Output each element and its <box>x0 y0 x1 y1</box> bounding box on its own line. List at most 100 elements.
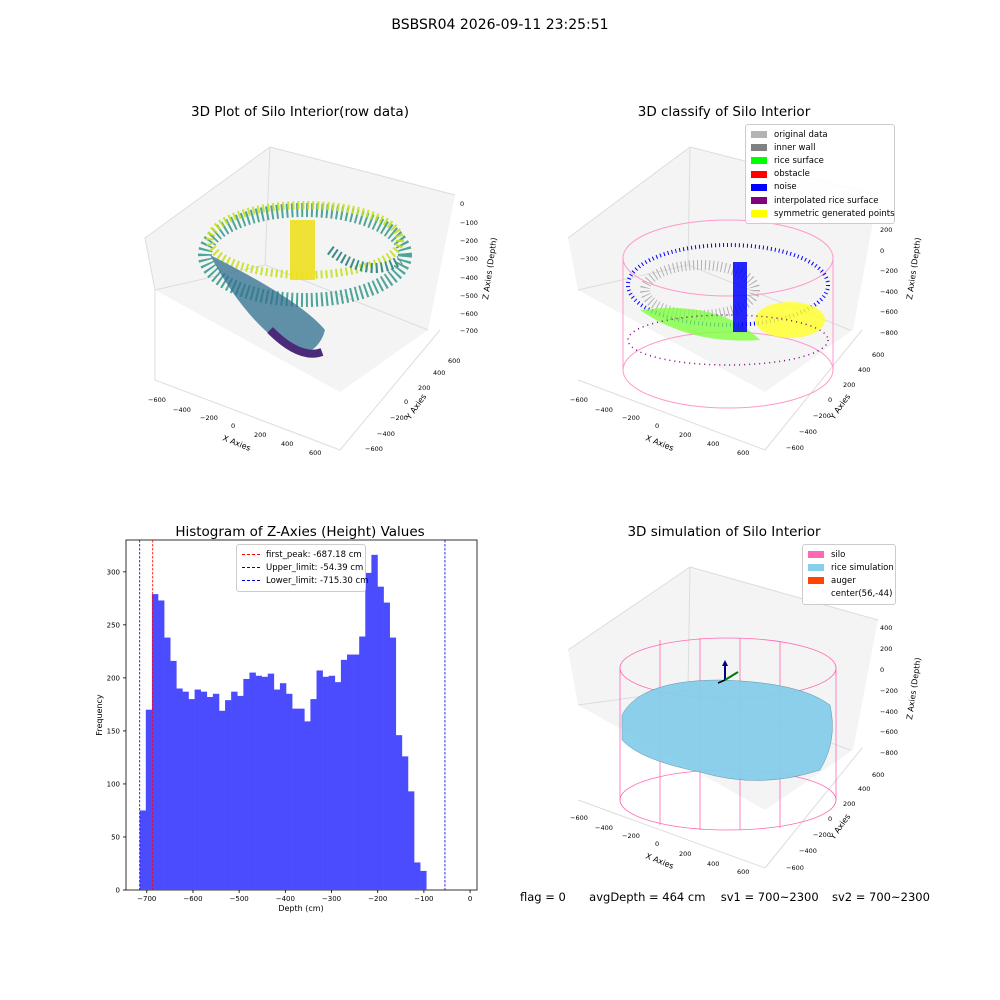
raw-x-tick: 600 <box>309 449 321 457</box>
auger-icon <box>717 660 739 684</box>
legend-label: Upper_limit: -54.39 cm <box>266 562 364 573</box>
histogram-bar <box>182 691 189 890</box>
legend-item: Lower_limit: -715.30 cm <box>242 574 368 587</box>
histogram-bar <box>407 791 415 890</box>
classify-z-tick: −400 <box>880 288 898 296</box>
histogram-bar <box>145 709 153 890</box>
histogram-x-tick-label: −600 <box>183 895 202 903</box>
histogram-bar <box>194 689 201 890</box>
histogram-y-tick-label: 150 <box>107 727 120 735</box>
legend-swatch <box>751 183 767 191</box>
histogram-bar <box>359 636 366 890</box>
histogram-x-tick-label: −500 <box>230 895 249 903</box>
histogram-bar <box>414 862 421 890</box>
figure-title: BSBSR04 2026-09-11 23:25:51 <box>391 17 609 33</box>
raw-z-ticks: 0 −100 −200 −300 −400 −500 −600 −700 <box>460 200 478 335</box>
histogram-reference-lines <box>139 540 446 890</box>
histogram-bar <box>304 721 311 890</box>
histogram-legend: first_peak: -687.18 cm Upper_limit: -54.… <box>236 544 368 592</box>
histogram-x-label: Depth (cm) <box>278 904 323 913</box>
raw-y-tick: 400 <box>433 369 445 377</box>
legend-swatch <box>808 577 824 585</box>
histogram-bar <box>383 602 390 890</box>
classify-z-tick: −200 <box>880 267 898 275</box>
classify-z-label: Z Axies (Depth) <box>905 237 923 300</box>
legend-item: auger <box>808 574 890 587</box>
histogram-bar <box>273 689 281 890</box>
histogram-y-ticks: 0 50 100 150 200 250 300 <box>107 568 126 895</box>
legend-label: rice simulation <box>831 562 894 573</box>
histogram-bars <box>139 554 427 890</box>
simulation-legend: silo rice simulation auger center(56,-44… <box>802 544 896 605</box>
legend-swatch <box>751 144 767 152</box>
raw-3d-plot: −600 −400 −200 0 200 400 600 −600 −400 −… <box>144 146 499 457</box>
raw-y-tick: −200 <box>390 414 408 422</box>
legend-label: silo <box>831 549 846 560</box>
histogram-bar <box>395 735 403 890</box>
simulation-3d-plot: −600 −400 −200 0 200 400 600 −600 −400 −… <box>567 566 923 876</box>
simulation-x-tick: 0 <box>655 840 659 848</box>
histogram-bar <box>170 660 177 890</box>
histogram-bar <box>298 708 305 890</box>
histogram-y-tick-label: 300 <box>107 568 120 576</box>
histogram-bar <box>328 675 336 890</box>
raw-z-tick: −600 <box>460 310 478 318</box>
raw-x-tick: −400 <box>173 406 191 414</box>
histogram-bar <box>151 594 159 890</box>
silo-wireframe <box>619 637 837 831</box>
histogram-bar <box>365 572 372 890</box>
legend-swatch <box>808 551 824 559</box>
legend-item: noise <box>751 181 889 194</box>
histogram-x-tick-label: −300 <box>322 895 341 903</box>
simulation-x-tick: −200 <box>622 832 640 840</box>
legend-label: symmetric generated points <box>774 208 895 219</box>
simulation-y-tick: −200 <box>813 831 831 839</box>
raw-z-tick: −100 <box>460 219 478 227</box>
classify-z-tick: −600 <box>880 308 898 316</box>
histogram-bar <box>164 637 171 890</box>
legend-item: obstacle <box>751 168 889 181</box>
classify-x-tick: 400 <box>707 440 719 448</box>
legend-swatch <box>751 157 767 165</box>
legend-item: rice surface <box>751 154 889 167</box>
sv2-value: sv2 = 700~2300 <box>831 890 930 904</box>
raw-z-tick: −200 <box>460 237 478 245</box>
raw-y-ticks: −600 −400 −200 0 200 400 600 <box>365 357 460 453</box>
classify-x-ticks: −600 −400 −200 0 200 400 600 <box>570 396 749 457</box>
raw-3d-box <box>144 146 456 451</box>
raw-x-tick: −200 <box>200 414 218 422</box>
simulation-x-label: X Axies <box>644 852 675 871</box>
classify-x-tick: 0 <box>655 422 659 430</box>
classify-x-tick: −600 <box>570 396 588 404</box>
classify-z-tick: −800 <box>880 329 898 337</box>
histogram-bar <box>176 688 183 890</box>
sv1-value: sv1 = 700~2300 <box>720 890 819 904</box>
simulation-z-tick: 200 <box>880 645 892 653</box>
histogram-bar <box>292 708 299 890</box>
legend-label: original data <box>774 129 828 140</box>
histogram-bar <box>377 586 384 890</box>
simulation-plot-title: 3D simulation of Silo Interior <box>627 524 821 540</box>
simulation-x-tick: −400 <box>595 824 613 832</box>
legend-item: original data <box>751 128 889 141</box>
histogram-bar <box>371 554 378 890</box>
histogram-y-tick-label: 200 <box>107 674 120 682</box>
simulation-z-ticks: 400 200 0 −200 −400 −600 −800 <box>880 624 898 757</box>
avg-depth-value: avgDepth = 464 cm <box>589 890 706 904</box>
classify-x-tick: −200 <box>622 414 640 422</box>
legend-line-sample <box>242 567 260 569</box>
rice-surface <box>621 679 833 781</box>
legend-item: Upper_limit: -54.39 cm <box>242 561 364 574</box>
legend-line-sample <box>242 580 260 582</box>
raw-x-label: X Axies <box>221 434 252 453</box>
histogram-bar <box>261 676 269 890</box>
histogram-bar <box>243 678 250 890</box>
raw-x-ticks: −600 −400 −200 0 200 400 600 <box>148 396 321 457</box>
raw-z-tick: 0 <box>460 200 464 208</box>
raw-x-tick: −600 <box>148 396 166 404</box>
legend-label: noise <box>774 182 797 193</box>
histogram-bar <box>200 691 208 890</box>
classify-y-tick: 600 <box>872 351 884 359</box>
raw-z-tick: −300 <box>460 255 478 263</box>
histogram-x-tick-label: −700 <box>137 895 156 903</box>
